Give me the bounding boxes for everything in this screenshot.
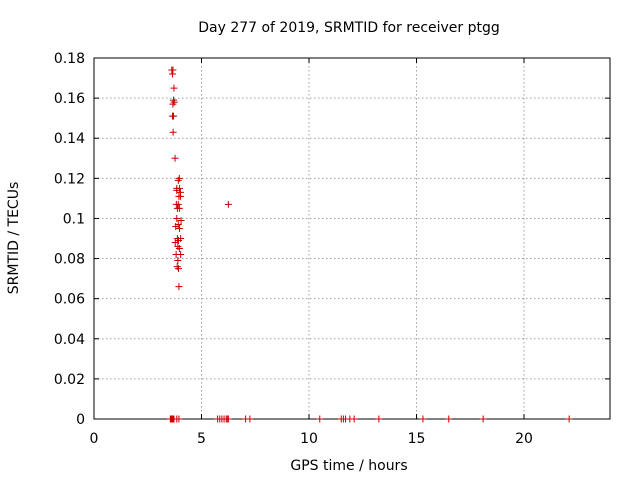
- y-tick-label: 0.16: [54, 91, 85, 107]
- data-point: [175, 204, 183, 212]
- data-point: [175, 245, 183, 253]
- data-point: [174, 265, 182, 273]
- data-point: [173, 186, 181, 194]
- data-point: [246, 415, 254, 423]
- y-tick-label: 0.06: [54, 292, 85, 308]
- x-tick-label: 20: [515, 431, 533, 447]
- data-point: [174, 176, 182, 184]
- axis-ticks: 0 0.02 0.04 0.06 0.08 0.1 0.12 0.14 0.16 0.18 0 5 10…: [54, 51, 610, 447]
- y-tick-label: 0.02: [54, 372, 85, 388]
- y-tick-label: 0.14: [54, 131, 85, 147]
- data-point: [565, 415, 573, 423]
- data-point: [168, 112, 176, 120]
- data-point: [177, 251, 185, 259]
- data-point: [350, 415, 358, 423]
- grid: [94, 58, 610, 419]
- y-axis-label: SRMTID / TECUs: [6, 182, 22, 295]
- data-point: [173, 214, 181, 222]
- data-point: [224, 200, 232, 208]
- y-tick-label: 0.18: [54, 51, 85, 67]
- data-point: [174, 257, 182, 265]
- data-point: [170, 98, 178, 106]
- x-tick-label: 0: [90, 431, 99, 447]
- data-point: [175, 283, 183, 291]
- y-tick-label: 0: [76, 412, 85, 428]
- data-point: [174, 200, 182, 208]
- y-tick-label: 0.08: [54, 252, 85, 268]
- y-tick-label: 0.12: [54, 171, 85, 187]
- data-point: [316, 415, 324, 423]
- data-point: [224, 415, 232, 423]
- chart-title: Day 277 of 2019, SRMTID for receiver ptg…: [198, 20, 500, 36]
- x-tick-label: 5: [197, 431, 206, 447]
- data-point: [479, 415, 487, 423]
- data-point: [170, 84, 178, 92]
- y-tick-label: 0.04: [54, 332, 85, 348]
- y-tick-label: 0.1: [63, 211, 85, 227]
- data-point: [177, 216, 185, 224]
- plot-area-frame: [93, 57, 611, 420]
- data-point: [176, 224, 184, 232]
- data-points: [166, 66, 573, 423]
- x-axis-label: GPS time / hours: [290, 458, 407, 474]
- x-tick-label: 15: [408, 431, 426, 447]
- data-point: [171, 154, 179, 162]
- data-point: [375, 415, 383, 423]
- data-point: [176, 192, 184, 200]
- data-point: [169, 128, 177, 136]
- data-point: [445, 415, 453, 423]
- data-point: [175, 415, 183, 423]
- data-point: [172, 222, 180, 230]
- data-point: [419, 415, 427, 423]
- data-point: [171, 239, 179, 247]
- data-point: [168, 70, 176, 78]
- x-tick-label: 10: [300, 431, 318, 447]
